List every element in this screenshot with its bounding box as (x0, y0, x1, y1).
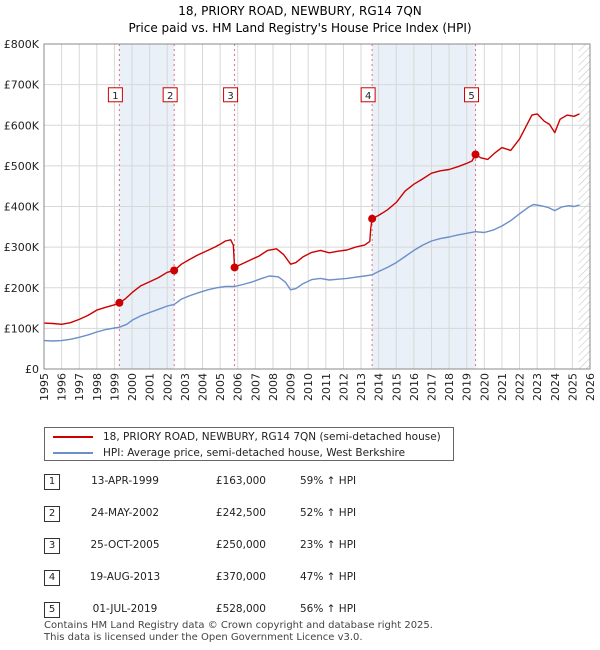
x-tick-label: 2016 (408, 373, 421, 401)
legend-item-hpi: HPI: Average price, semi-detached house,… (53, 445, 405, 461)
sale-price: £242,500 (215, 507, 266, 519)
sale-marker-box (162, 87, 178, 103)
y-tick-label: £600K (4, 119, 40, 132)
sale-number-badge: 2 (44, 506, 60, 522)
sale-date: 13-APR-1999 (91, 475, 159, 487)
sale-date: 01-JUL-2019 (92, 603, 158, 615)
sale-number-badge: 3 (44, 538, 60, 554)
sale-price: £250,000 (215, 539, 266, 551)
x-tick-label: 1997 (73, 373, 86, 401)
sale-marker-label: 1 (112, 91, 118, 102)
x-tick-label: 1995 (38, 373, 51, 401)
x-tick-label: 2010 (302, 373, 315, 401)
x-tick-label: 2015 (390, 373, 403, 401)
sale-date: 25-OCT-2005 (90, 539, 160, 551)
chart-subtitle: Price paid vs. HM Land Registry's House … (128, 21, 471, 35)
legend-item-property: 18, PRIORY ROAD, NEWBURY, RG14 7QN (semi… (53, 429, 441, 445)
series-line-property (43, 113, 580, 325)
sale-price: £370,000 (215, 571, 266, 583)
sale-point (170, 266, 179, 275)
legend-label-property: 18, PRIORY ROAD, NEWBURY, RG14 7QN (semi… (103, 431, 441, 443)
sale-row: 4 19-AUG-2013 £370,000 47% ↑ HPI (44, 570, 444, 588)
sale-point (368, 214, 377, 223)
sale-row: 1 13-APR-1999 £163,000 59% ↑ HPI (44, 474, 444, 492)
y-tick-label: £300K (4, 241, 40, 254)
x-tick-label: 1999 (108, 373, 121, 401)
y-tick-label: £500K (4, 160, 40, 173)
x-tick-label: 2003 (179, 373, 192, 401)
x-tick-label: 2005 (214, 373, 227, 401)
sale-price: £528,000 (215, 603, 266, 615)
x-tick-label: 2013 (355, 373, 368, 401)
x-tick-label: 2017 (425, 373, 438, 401)
plot-frame (43, 43, 591, 370)
y-tick-label: £0 (25, 363, 39, 376)
footer-notice: Contains HM Land Registry data © Crown c… (44, 620, 433, 644)
sale-number-badge: 4 (44, 570, 60, 586)
chart-legend: 18, PRIORY ROAD, NEWBURY, RG14 7QN (semi… (44, 427, 454, 461)
x-tick-label: 2025 (566, 373, 579, 401)
y-tick-label: £700K (4, 79, 40, 92)
chart-title: 18, PRIORY ROAD, NEWBURY, RG14 7QN (178, 4, 422, 18)
sale-hpi-change: 47% ↑ HPI (300, 571, 357, 583)
x-tick-label: 2000 (126, 373, 139, 401)
x-tick-label: 2020 (478, 373, 491, 401)
y-tick-label: £800K (4, 38, 40, 51)
y-tick-label: £100K (4, 322, 40, 335)
y-tick-label: £200K (4, 282, 40, 295)
sale-number-badge: 5 (44, 602, 60, 618)
sale-row: 5 01-JUL-2019 £528,000 56% ↑ HPI (44, 602, 444, 620)
x-tick-label: 1996 (56, 373, 69, 401)
series-line-hpi (43, 203, 580, 342)
legend-label-hpi: HPI: Average price, semi-detached house,… (103, 447, 406, 459)
x-tick-label: 2004 (197, 373, 210, 401)
x-tick-label: 2022 (514, 373, 527, 401)
x-tick-label: 2001 (144, 373, 157, 401)
sale-marker-label: 2 (167, 91, 173, 102)
sale-number-badge: 1 (44, 474, 60, 490)
x-tick-label: 2024 (549, 373, 562, 401)
legend-swatch-property (53, 436, 93, 438)
sale-date: 19-AUG-2013 (89, 571, 161, 583)
sale-marker-label: 5 (468, 91, 474, 102)
x-tick-label: 2011 (320, 373, 333, 401)
footer-copyright: Contains HM Land Registry data © Crown c… (44, 620, 433, 631)
sale-marker-box (107, 87, 123, 103)
x-tick-label: 2002 (161, 373, 174, 401)
sale-hpi-change: 59% ↑ HPI (300, 475, 357, 487)
x-tick-label: 1998 (91, 373, 104, 401)
sale-price: £163,000 (215, 475, 266, 487)
x-tick-label: 2018 (443, 373, 456, 401)
x-tick-label: 2021 (496, 373, 509, 401)
y-tick-label: £400K (4, 201, 40, 214)
x-tick-label: 2023 (531, 373, 544, 401)
sale-point (230, 263, 239, 272)
x-tick-label: 2007 (249, 373, 262, 401)
sale-row: 2 24-MAY-2002 £242,500 52% ↑ HPI (44, 506, 444, 524)
x-tick-label: 2006 (232, 373, 245, 401)
sale-row: 3 25-OCT-2005 £250,000 23% ↑ HPI (44, 538, 444, 556)
sale-marker-box (464, 87, 480, 103)
sale-point (115, 298, 124, 307)
sale-marker-label: 3 (227, 91, 233, 102)
x-tick-label: 2012 (337, 373, 350, 401)
sale-hpi-change: 56% ↑ HPI (300, 603, 357, 615)
x-tick-label: 2009 (285, 373, 298, 401)
sale-marker-box (360, 87, 376, 103)
x-tick-label: 2019 (461, 373, 474, 401)
sale-marker-box (223, 87, 239, 103)
x-tick-label: 2014 (373, 373, 386, 401)
sale-hpi-change: 52% ↑ HPI (300, 507, 357, 519)
price-chart: 18, PRIORY ROAD, NEWBURY, RG14 7QN Price… (4, 4, 597, 401)
legend-swatch-hpi (53, 452, 93, 454)
x-tick-label: 2008 (267, 373, 280, 401)
sale-hpi-change: 23% ↑ HPI (300, 539, 357, 551)
sale-marker-label: 4 (365, 91, 371, 102)
sale-date: 24-MAY-2002 (90, 507, 160, 519)
sale-point (471, 150, 480, 159)
footer-license: This data is licensed under the Open Gov… (44, 632, 363, 643)
x-tick-label: 2026 (584, 373, 597, 401)
